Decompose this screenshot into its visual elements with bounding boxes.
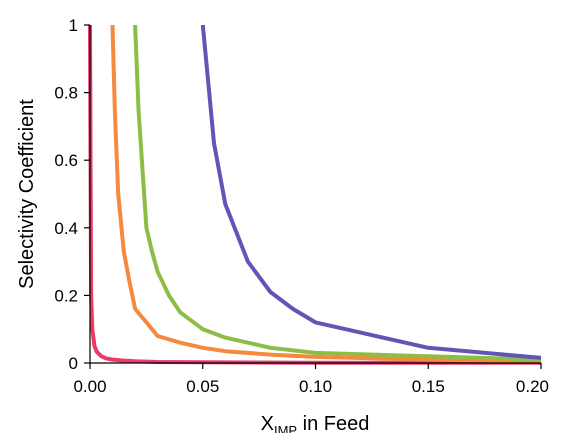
x-ticks: 0.00 0.05 0.10 0.15 0.20 <box>73 363 549 396</box>
y-ticks: 0 0.2 0.4 0.6 0.8 1 <box>54 16 90 373</box>
y-axis-label: Selectivity Coefficient <box>16 99 38 289</box>
series-layer <box>88 24 542 365</box>
x-tick-label: 0.15 <box>412 377 445 396</box>
series-line-4 <box>200 24 542 360</box>
x-tick-label: 0.20 <box>516 377 549 396</box>
y-tick-label: 0 <box>69 354 78 373</box>
series-line-1 <box>88 24 541 365</box>
x-axis-label-suffix: in Feed <box>297 413 369 433</box>
x-tick-label: 0.00 <box>73 377 106 396</box>
y-tick-label: 0.4 <box>54 219 78 238</box>
y-tick-label: 1 <box>69 16 78 35</box>
x-axis-label-subscript: IMP <box>274 423 297 433</box>
x-tick-label: 0.05 <box>186 377 219 396</box>
y-tick-label: 0.6 <box>54 151 78 170</box>
y-tick-label: 0.8 <box>54 84 78 103</box>
x-tick-label: 0.10 <box>299 377 332 396</box>
series-line-3 <box>133 24 542 362</box>
y-tick-label: 0.2 <box>54 286 78 305</box>
plot-area: 0 0.2 0.4 0.6 0.8 1 0.00 0.05 0.10 0.15 0.20 <box>54 16 549 396</box>
x-axis-label-main: X <box>261 413 274 433</box>
x-axis-label: XIMP in Feed <box>261 413 370 433</box>
series-line-2 <box>110 24 542 363</box>
